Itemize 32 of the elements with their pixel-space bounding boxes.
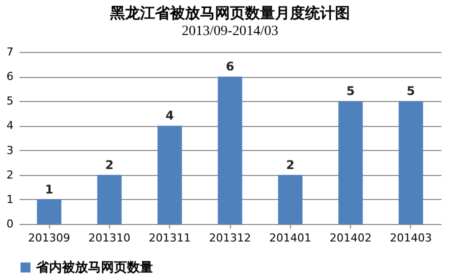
x-tick-label: 201402	[330, 232, 372, 244]
data-label: 1	[44, 182, 54, 196]
y-tick-label: 1	[6, 192, 14, 206]
bar	[278, 174, 302, 224]
bar	[218, 76, 242, 224]
data-label: 6	[226, 60, 234, 74]
bar	[398, 101, 424, 224]
bar	[158, 126, 182, 224]
data-label: 5	[346, 84, 355, 98]
legend-label: 省内被放马网页数量	[35, 260, 153, 276]
chart-subtitle: 2013/09-2014/03	[182, 24, 278, 39]
y-tick-label: 3	[6, 144, 14, 157]
x-tick-label: 201401	[269, 232, 312, 244]
x-tick-label: 201311	[148, 232, 191, 244]
y-tick-label: 6	[6, 70, 14, 84]
bar	[338, 101, 363, 224]
bar	[97, 174, 122, 224]
data-label: 2	[105, 158, 114, 172]
y-tick-label: 0	[6, 218, 14, 230]
x-tick-label: 201312	[209, 232, 251, 244]
x-tick-label: 201403	[390, 232, 432, 244]
chart-title: 黑龙江省被放马网页数量月度统计图	[109, 4, 350, 22]
data-label: 2	[286, 158, 294, 172]
bar	[36, 199, 62, 224]
data-label: 5	[406, 84, 416, 98]
y-tick-label: 4	[6, 119, 14, 132]
y-tick-label: 5	[6, 94, 14, 108]
x-tick-label: 201309	[28, 232, 70, 244]
data-label: 4	[166, 108, 174, 123]
y-tick-label: 2	[6, 168, 14, 182]
y-tick-label: 7	[6, 46, 14, 58]
x-tick-label: 201310	[88, 232, 130, 244]
